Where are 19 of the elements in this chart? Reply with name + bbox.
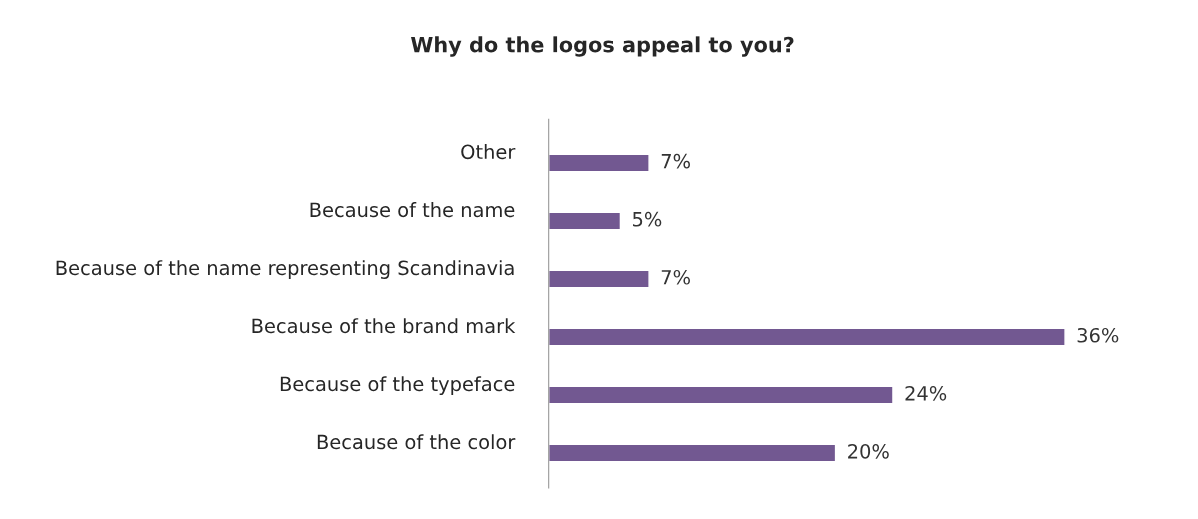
- y-tick-label: Because of the brand mark: [252, 318, 516, 334]
- data-label: 24%: [905, 385, 947, 401]
- bar: [548, 327, 1066, 347]
- y-tick-label: Because of the name: [310, 202, 515, 218]
- bar: [548, 385, 894, 405]
- y-tick-label: Other: [461, 144, 516, 160]
- data-label: 20%: [848, 443, 889, 459]
- data-label: 7%: [661, 153, 690, 169]
- bar: [548, 443, 837, 463]
- data-label: 36%: [1077, 327, 1119, 343]
- data-label: 7%: [661, 269, 690, 285]
- y-tick-label: Because of the name representing Scandinavia: [56, 260, 514, 279]
- bar: [548, 153, 650, 173]
- chart-title: Why do the logos appeal to you?: [411, 36, 794, 57]
- bar: [548, 269, 650, 289]
- y-tick-label: Because of the color: [317, 434, 516, 450]
- data-label: 5%: [633, 211, 662, 227]
- bar: [548, 211, 622, 231]
- y-tick-label: Because of the typeface: [280, 376, 515, 396]
